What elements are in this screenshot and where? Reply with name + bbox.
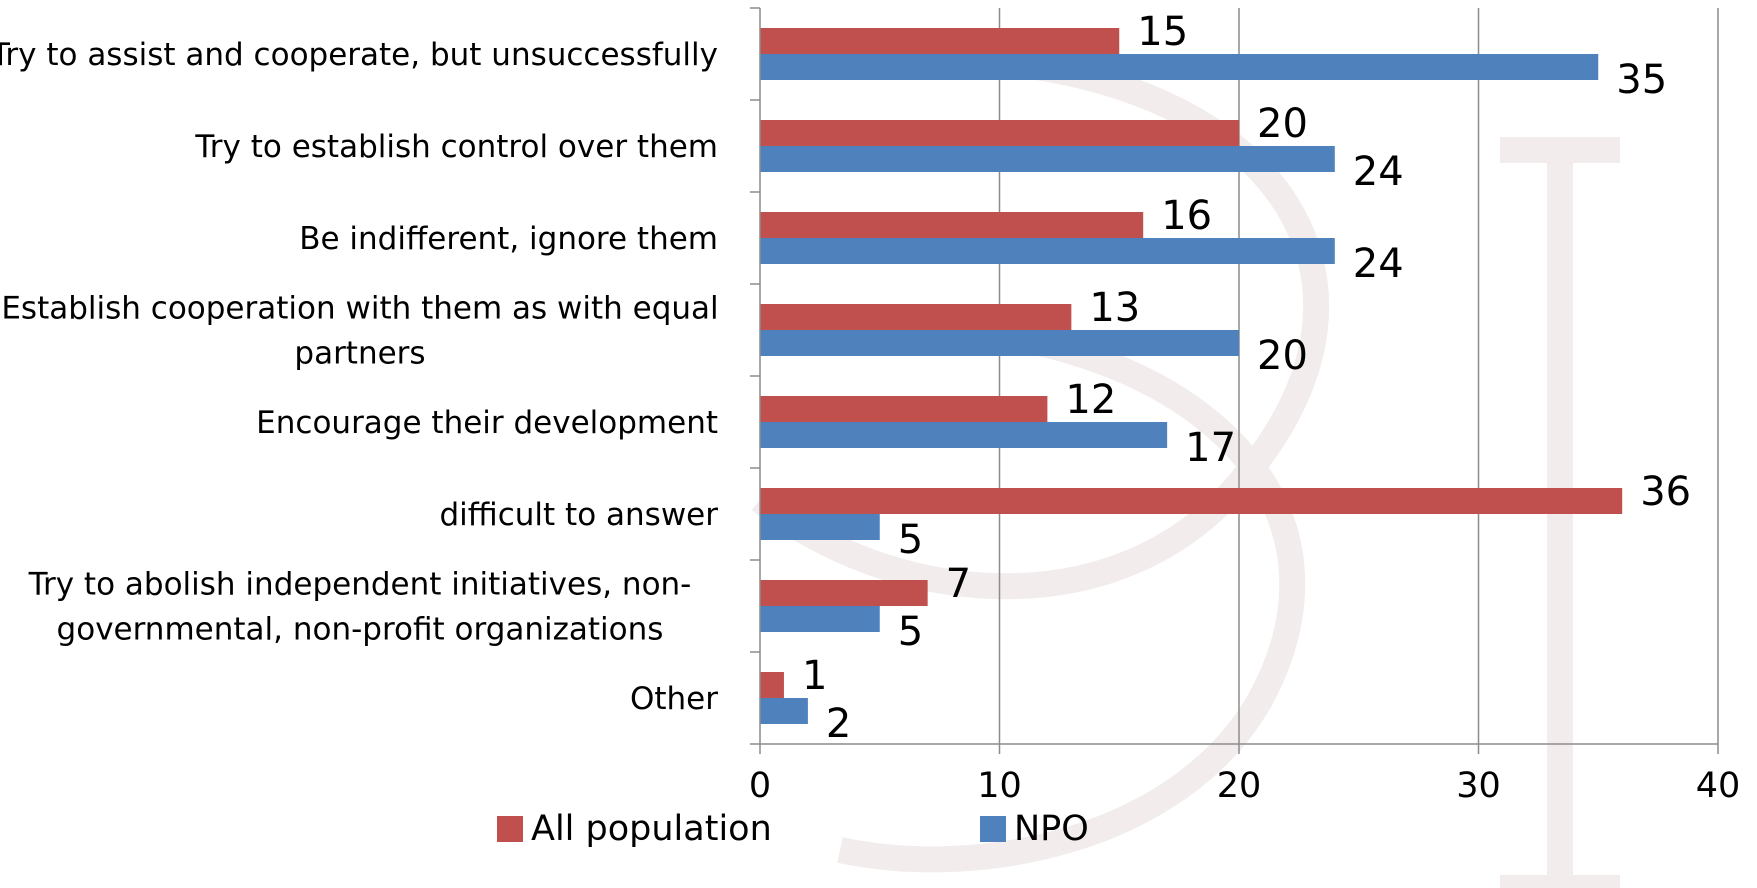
x-tick-label: 0 — [749, 766, 771, 806]
bar-all-population — [760, 212, 1144, 238]
category-label: partners — [294, 336, 425, 372]
legend-swatch — [497, 816, 523, 842]
legend: All population NPO — [497, 809, 1089, 849]
data-label-all-population: 15 — [1137, 9, 1188, 55]
category-label: Try to assist and cooperate, but unsucce… — [0, 37, 718, 73]
bar-npo — [760, 698, 808, 724]
x-tick-label: 30 — [1456, 766, 1501, 806]
bar-npo — [760, 146, 1335, 172]
data-label-all-population: 1 — [802, 653, 827, 699]
category-label: Other — [630, 681, 718, 717]
category-label: Try to establish control over them — [194, 129, 718, 165]
axes — [750, 7, 1719, 754]
x-tick-labels: 0 10 20 30 40 — [749, 766, 1740, 806]
legend-swatch — [980, 816, 1006, 842]
data-label-all-population: 13 — [1089, 285, 1140, 331]
bar-npo — [760, 606, 880, 632]
x-tick-label: 10 — [977, 766, 1022, 806]
bar-all-population — [760, 304, 1072, 330]
legend-label: All population — [531, 809, 772, 849]
background-watermark — [751, 45, 1620, 888]
bar-all-population — [760, 28, 1120, 54]
bars — [760, 28, 1623, 724]
bar-npo — [760, 54, 1599, 80]
bar-npo — [760, 422, 1168, 448]
bar-all-population — [760, 396, 1048, 422]
data-label-all-population: 20 — [1257, 101, 1308, 147]
x-tick-label: 20 — [1217, 766, 1262, 806]
data-labels: 15 35 20 24 16 24 13 20 12 17 36 575 12 — [802, 9, 1691, 747]
bar-all-population — [760, 672, 784, 698]
category-label: Try to abolish independent initiatives, … — [28, 567, 692, 603]
legend-label: NPO — [1014, 809, 1089, 849]
data-label-npo: 2 — [826, 701, 851, 747]
data-label-npo: 35 — [1616, 57, 1667, 103]
bar-npo — [760, 238, 1335, 264]
data-label-npo: 20 — [1257, 333, 1308, 379]
data-label-npo: 17 — [1185, 425, 1236, 471]
data-label-npo: 24 — [1353, 241, 1404, 287]
data-label-npo: 24 — [1353, 149, 1404, 195]
data-label-all-population: 16 — [1161, 193, 1212, 239]
category-label: Establish cooperation with them as with … — [1, 291, 718, 327]
bar-all-population — [760, 488, 1623, 514]
category-label: Encourage their development — [256, 405, 718, 441]
x-tick-label: 40 — [1696, 766, 1741, 806]
bar-all-population — [760, 120, 1239, 146]
category-label: governmental, non-profit organizations — [57, 612, 664, 648]
bar-npo — [760, 330, 1239, 356]
bar-all-population — [760, 580, 928, 606]
category-label: Be indifferent, ignore them — [299, 221, 718, 257]
category-labels: Try to assist and cooperate, but unsucce… — [0, 37, 719, 717]
data-label-all-population: 7 — [946, 561, 971, 607]
data-label-all-population: 36 — [1640, 469, 1691, 515]
data-label-npo: 5 — [898, 609, 923, 655]
category-label: difficult to answer — [439, 497, 718, 533]
data-label-npo: 5 — [898, 517, 923, 563]
bar-npo — [760, 514, 880, 540]
data-label-all-population: 12 — [1065, 377, 1116, 423]
